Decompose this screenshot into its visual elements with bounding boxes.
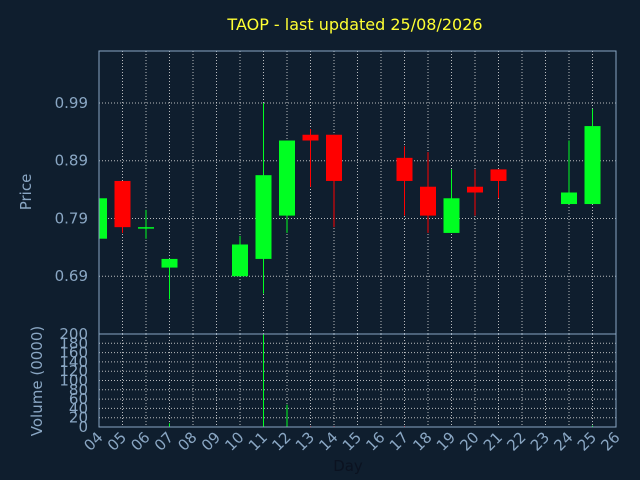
volume-tick-label: 80 (69, 381, 88, 399)
candle-body (232, 244, 248, 277)
day-tick-label: 11 (245, 428, 271, 454)
volume-tick-label: 180 (59, 334, 88, 352)
volume-tick-label: 100 (59, 372, 88, 390)
day-tick-label: 16 (362, 428, 388, 454)
day-tick-label: 13 (292, 428, 318, 454)
day-tick-label: 23 (527, 428, 553, 454)
candle-body (302, 134, 319, 141)
volume-tick-label: 60 (69, 390, 88, 408)
volume-tick-label: 140 (59, 353, 88, 371)
price-grid (99, 51, 616, 334)
volume-tick-label: 160 (59, 344, 88, 362)
candle-body (138, 227, 154, 229)
candle-body (584, 126, 601, 205)
day-tick-labels: 0405060708091011121314151617181920212223… (80, 428, 623, 454)
day-tick-label: 07 (151, 428, 177, 454)
day-tick-label: 21 (480, 428, 506, 454)
day-tick-label: 09 (198, 428, 224, 454)
day-axis-label: Day (333, 457, 363, 475)
candle-body (326, 134, 342, 181)
candle-body (561, 192, 577, 205)
day-tick-label: 10 (221, 428, 247, 454)
candle-body (255, 175, 272, 259)
candle-body (114, 180, 131, 228)
day-tick-label: 15 (339, 428, 365, 454)
day-tick-label: 25 (574, 428, 600, 454)
day-tick-label: 08 (174, 428, 200, 454)
day-tick-label: 22 (503, 428, 529, 454)
candles (98, 102, 601, 300)
volume-tick-label: 200 (59, 325, 88, 343)
candle-body (467, 186, 483, 193)
day-tick-label: 06 (127, 428, 153, 454)
price-axis-label: Price (17, 174, 35, 211)
volume-grid (99, 334, 616, 427)
price-tick-label: 0.79 (55, 209, 88, 227)
price-tick-label: 0.69 (55, 267, 88, 285)
day-tick-label: 17 (386, 428, 412, 454)
day-tick-label: 05 (104, 428, 130, 454)
candle-body (396, 157, 413, 181)
day-tick-label: 12 (268, 428, 294, 454)
candle-body (443, 198, 460, 233)
day-tick-label: 18 (409, 428, 435, 454)
volume-panel-frame (98, 333, 617, 428)
volume-tick-label: 0 (78, 418, 88, 436)
day-tick-label: 24 (550, 428, 576, 454)
volume-tick-label: 40 (69, 399, 88, 417)
chart-title: TAOP - last updated 25/08/2026 (226, 15, 482, 34)
day-tick-label: 19 (433, 428, 459, 454)
candle-body (161, 258, 178, 268)
candle-body (490, 169, 507, 181)
day-tick-label: 26 (597, 428, 623, 454)
volume-axis-label: Volume (0000) (28, 326, 46, 436)
day-tick-label: 14 (315, 428, 341, 454)
volume-tick-label: 20 (69, 409, 88, 427)
volume-tick-label: 120 (59, 362, 88, 380)
day-tick-label: 20 (456, 428, 482, 454)
candle-body (279, 140, 295, 216)
candle-body (99, 198, 107, 239)
candle-body (420, 186, 436, 216)
price-tick-label: 0.89 (55, 152, 88, 170)
price-tick-labels: 0.69 0.79 0.89 0.99 (55, 94, 88, 285)
price-tick-label: 0.99 (55, 94, 88, 112)
